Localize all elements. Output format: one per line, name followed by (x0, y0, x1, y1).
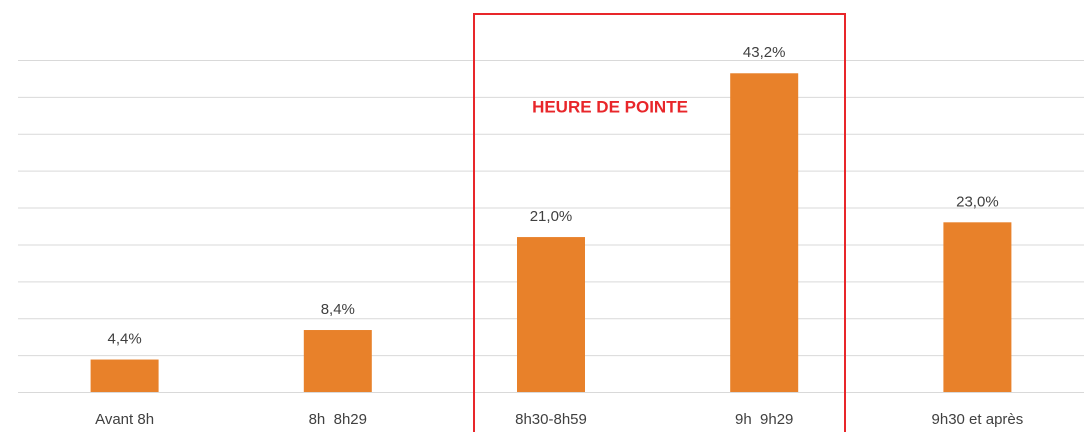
highlight-box (473, 13, 846, 432)
x-tick-label: 8h 8h29 (309, 411, 367, 428)
bar (90, 359, 159, 392)
bar (730, 73, 799, 392)
x-tick-label: 8h30-8h59 (515, 411, 587, 428)
data-label: 43,2% (743, 44, 786, 61)
data-label: 21,0% (530, 208, 573, 225)
bar (517, 237, 585, 392)
bar (943, 222, 1012, 392)
annotation: HEURE DE POINTE (532, 97, 688, 116)
data-label: 23,0% (956, 193, 999, 210)
x-tick-label: 9h 9h29 (735, 411, 793, 428)
data-label: 8,4% (321, 301, 355, 318)
data-label: 4,4% (107, 331, 141, 348)
bar (303, 330, 372, 392)
x-tick-label: 9h30 et après (932, 411, 1024, 428)
x-tick-label: Avant 8h (95, 411, 154, 428)
